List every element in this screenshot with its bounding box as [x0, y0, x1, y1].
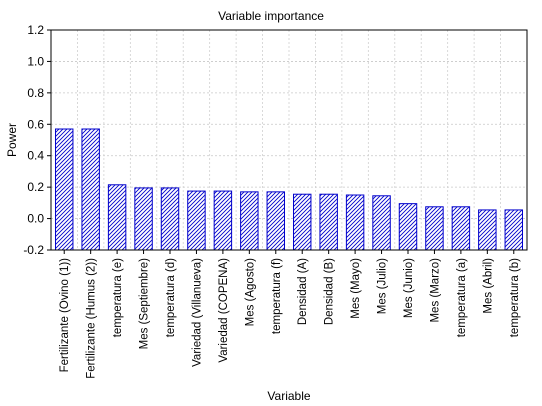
x-tick-label: Mes (Abril) — [482, 258, 494, 314]
x-axis-label: Variable — [267, 389, 310, 403]
x-tick-label: Mes (Julio) — [377, 258, 389, 314]
bar — [319, 193, 338, 251]
x-axis: Fertilizante (Ovino (1)) Fertilizante (Hu… — [59, 250, 521, 379]
bar — [398, 203, 418, 251]
bar — [451, 206, 471, 251]
x-tick-label: Mes (Septiembre) — [139, 258, 151, 350]
bar — [372, 195, 391, 251]
bar — [54, 128, 74, 251]
x-tick-label: Mes (Mayo) — [350, 258, 362, 319]
y-tick-label: 1.0 — [27, 54, 44, 68]
y-tick-label: 0.4 — [27, 149, 44, 163]
chart-title: Variable importance — [218, 9, 324, 23]
bar — [81, 128, 100, 251]
x-tick-label: Fertilizante (Ovino (1)) — [59, 258, 71, 373]
x-tick-label: temperatura (a) — [456, 258, 468, 337]
y-tick-label: 0.2 — [27, 180, 44, 194]
x-tick-label: temperatura (e) — [112, 258, 124, 337]
bar — [266, 191, 286, 251]
bar — [213, 190, 233, 251]
x-tick-label: Mes (Marzo) — [429, 258, 441, 323]
bar — [425, 206, 444, 251]
y-axis: -0.2 0.0 0.2 0.4 0.6 0.8 1.0 1.2 — [23, 23, 51, 257]
plot-frame — [50, 29, 528, 251]
x-tick-label: temperatura (d) — [165, 258, 177, 337]
bar — [134, 187, 153, 251]
x-tick-label: Variedad (COPENA) — [218, 258, 230, 363]
bar — [107, 184, 127, 251]
x-tick-label: Densidad (B) — [324, 258, 336, 325]
x-tick-label: Mes (Agosto) — [244, 258, 256, 327]
bar — [240, 191, 259, 251]
bar — [504, 209, 524, 251]
y-tick-label: 0.0 — [27, 212, 44, 226]
bar — [160, 187, 180, 251]
bar — [478, 209, 497, 251]
x-tick-label: temperatura (b) — [509, 258, 521, 337]
x-tick-label: Densidad (A) — [297, 258, 309, 325]
bar — [292, 193, 312, 251]
x-tick-label: Fertilizante (Humus (2)) — [86, 258, 98, 379]
y-tick-label: 1.2 — [27, 23, 44, 37]
x-tick-label: temperatura (f) — [271, 258, 283, 334]
bar — [345, 194, 365, 251]
bars-layer — [54, 128, 524, 251]
y-tick-label: 0.8 — [27, 86, 44, 100]
x-tick-label: Mes (Junio) — [403, 258, 415, 318]
bar — [187, 190, 206, 251]
y-tick-label: -0.2 — [23, 243, 44, 257]
y-axis-label: Power — [5, 123, 19, 157]
x-tick-label: Variedad (Villanueva) — [191, 258, 203, 367]
y-tick-label: 0.6 — [27, 117, 44, 131]
